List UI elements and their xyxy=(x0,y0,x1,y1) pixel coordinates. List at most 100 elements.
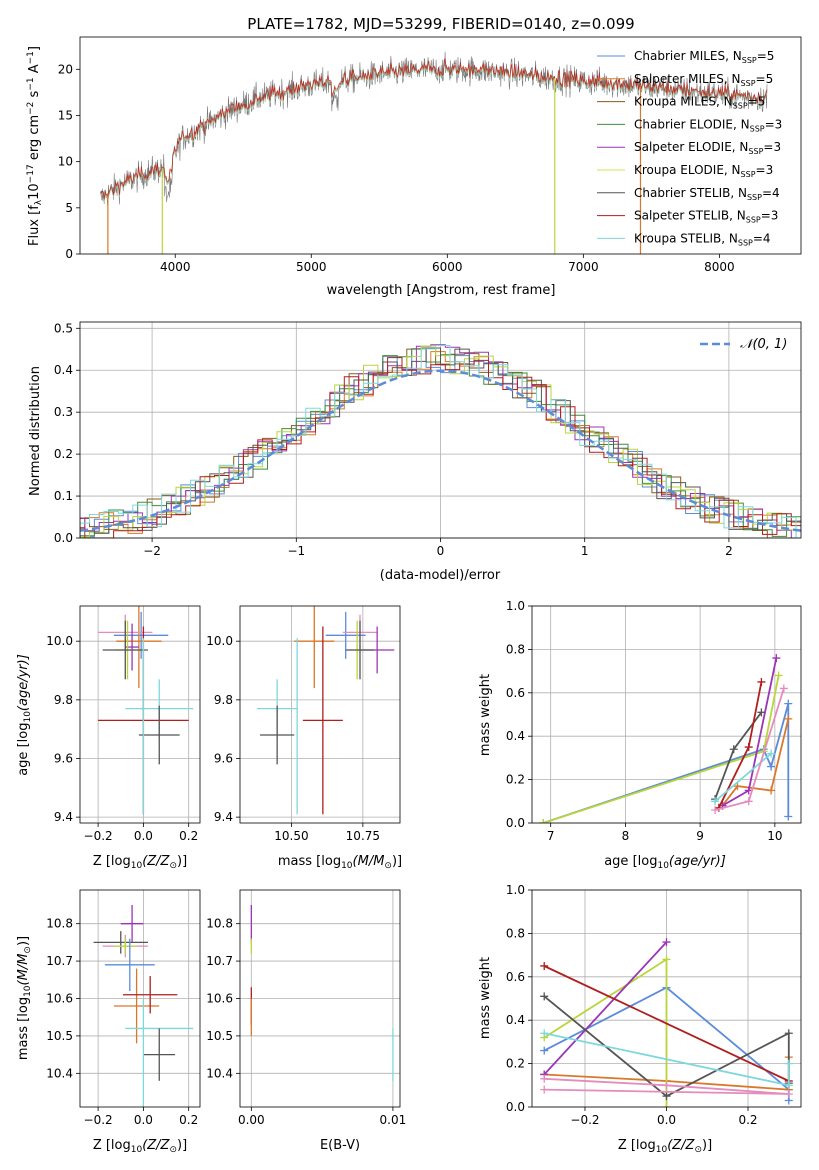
mass-weight-marker xyxy=(662,1092,671,1101)
age-vs-mass-panel: mass [log10(M/M⊙)] xyxy=(278,854,402,871)
legend-entry-label: Chabrier ELODIE, NSSP=3 xyxy=(634,117,782,133)
mass-weight-marker xyxy=(784,714,793,723)
age-mass-xlabel-part: (M/M xyxy=(353,854,385,869)
spectrum-ylabel-part: erg cm xyxy=(27,115,42,164)
legend-label-text: Kroupa ELODIE, N xyxy=(634,163,741,177)
axes-mass_vs_Z: −0.2 0.0 0.2 10.4 10.5 10.6 10.7 10.8 xyxy=(46,890,200,1127)
mass-weight-marker xyxy=(540,1085,549,1094)
weight-z-xlabel-part: )] xyxy=(702,1138,712,1153)
mass-weight-marker xyxy=(711,805,720,814)
mass-weight-marker xyxy=(540,1046,549,1055)
spectrum-xlabel: wavelength [Angstrom, rest frame] xyxy=(327,283,556,298)
legend-label-sub: SSP xyxy=(738,238,753,247)
weight-z-xlabel-part: Z [log xyxy=(618,1138,656,1153)
mass-ebv-xlabel: E(B-V) xyxy=(320,1138,360,1153)
spectrum-title: PLATE=1782, MJD=53299, FIBERID=0140, z=0… xyxy=(247,15,634,33)
mass-weight-marker xyxy=(540,1029,549,1038)
y-tick-label: 10.5 xyxy=(46,1029,73,1043)
spectrum-ylabel-part: −2 xyxy=(26,102,36,115)
x-tick-label: 9 xyxy=(696,829,704,843)
y-tick-label: 0.0 xyxy=(54,531,73,545)
error-bar-point xyxy=(260,705,295,765)
y-tick-label: 1.0 xyxy=(506,599,525,613)
model-spectrum-line xyxy=(100,58,768,199)
y-tick-label: 0.6 xyxy=(506,686,525,700)
age-mass-xlabel-part: mass [log xyxy=(278,854,341,869)
x-tick-label: 0.0 xyxy=(134,1113,153,1127)
y-tick-label: 10.6 xyxy=(206,992,233,1006)
mass-weight-marker xyxy=(540,992,549,1001)
y-tick-label: 0.2 xyxy=(54,447,73,461)
axes-weight_vs_age: 7 8 9 10 0.0 0.2 0.4 0.6 0.8 1.0 xyxy=(506,599,801,843)
mass-weight-marker xyxy=(784,699,793,708)
mass-weight-marker xyxy=(662,938,671,947)
mass-weight-marker xyxy=(767,749,776,758)
y-tick-label: 0.4 xyxy=(506,1013,525,1027)
age-z-ylabel-part: age [log xyxy=(16,723,31,776)
mass-weight-marker xyxy=(744,743,753,752)
error-bar-point xyxy=(113,938,137,954)
weight-age-xlabel-part: (age/yr)] xyxy=(669,854,726,869)
error-bar-point xyxy=(302,626,343,815)
residual-ylabel: Normed distribution xyxy=(28,366,43,496)
weight-z-xlabel-part: 10 xyxy=(656,1145,668,1155)
mass-z-ylabel-part: )] xyxy=(16,936,31,946)
spectrum-ylabel-part: −1 xyxy=(26,51,36,64)
y-tick-label: 20 xyxy=(58,62,73,76)
y-tick-label: 0.2 xyxy=(506,773,525,787)
error-bar-point xyxy=(116,606,162,689)
age-mass-xlabel: mass [log10(M/M⊙)] xyxy=(278,854,402,871)
x-tick-label: 0.0 xyxy=(134,829,153,843)
mass-weight-marker xyxy=(757,708,766,717)
y-tick-label: 10.4 xyxy=(206,1066,233,1080)
y-tick-label: 9.4 xyxy=(214,810,233,824)
mass-weight-marker xyxy=(757,677,766,686)
y-tick-label: 10.8 xyxy=(206,917,233,931)
mass-weight-marker xyxy=(662,1103,671,1107)
legend-label-sub: SSP xyxy=(750,124,765,133)
spectrum-ylabel-part: −1 xyxy=(26,77,36,90)
normal-legend-label: 𝒩(0, 1) xyxy=(740,337,787,352)
age-z-xlabel-part: 10 xyxy=(131,861,143,871)
y-tick-label: 10.6 xyxy=(46,992,73,1006)
mass-vs-metallicity-panel: Z [log10(Z/Z⊙)] mass [log10(M/M⊙)] xyxy=(16,936,187,1155)
mass-weight-line xyxy=(721,718,790,807)
axes-frame xyxy=(79,36,802,255)
y-tick-label: 0.3 xyxy=(54,405,73,419)
residual-histogram-step xyxy=(80,344,801,538)
spectrum-ylabel-part: ] xyxy=(27,46,42,51)
legend-label-sub: SSP xyxy=(742,56,757,65)
residual-xlabel: (data-model)/error xyxy=(380,568,501,583)
legend-entry-label: Kroupa MILES, NSSP=5 xyxy=(634,95,765,111)
age-z-xlabel-part: (Z/Z xyxy=(142,854,170,869)
mass-weight-line xyxy=(543,941,668,1076)
mass-weight-marker xyxy=(774,671,783,680)
mass-z-xlabel-part: 10 xyxy=(131,1145,143,1155)
legend-label-text: Kroupa STELIB, N xyxy=(634,231,738,245)
legend-label-text: Salpeter STELIB, N xyxy=(634,209,746,223)
x-tick-label: 0 xyxy=(437,544,445,558)
legend-label-text: Chabrier ELODIE, N xyxy=(634,117,750,131)
error-bar-point xyxy=(345,620,375,680)
weight-z-xlabel-part: ⊙ xyxy=(694,1145,702,1155)
axes-frame xyxy=(239,605,401,824)
y-tick-label: 9.4 xyxy=(54,810,73,824)
age-vs-metallicity-panel: Z [log10(Z/Z⊙)] age [log10(age/yr)] xyxy=(16,654,187,871)
mass-weight-marker xyxy=(772,654,781,663)
y-tick-label: 10.7 xyxy=(46,954,73,968)
y-tick-label: 10 xyxy=(58,155,73,169)
age-z-xlabel-part: )] xyxy=(177,854,187,869)
mass-weight-marker xyxy=(767,786,776,795)
mass-z-xlabel-part: Z [log xyxy=(93,1138,131,1153)
y-tick-label: 0.6 xyxy=(506,970,525,984)
legend-entry-label: Chabrier STELIB, NSSP=4 xyxy=(634,186,780,202)
weight-age-xlabel: age [log10(age/yr)] xyxy=(604,854,726,871)
axes-residuals: −2 −1 0 1 2 0.0 0.1 0.2 0.3 0.4 0.5 xyxy=(54,321,801,558)
legend-label-text: Chabrier STELIB, N xyxy=(634,186,747,200)
y-tick-label: 0.1 xyxy=(54,489,73,503)
weight-age-xlabel-part: 10 xyxy=(657,861,669,871)
residual-histogram-step xyxy=(80,348,801,538)
mass-weight-line xyxy=(544,1077,789,1095)
mass-weight-marker xyxy=(744,797,753,806)
legend-label-value: =3 xyxy=(756,163,774,177)
